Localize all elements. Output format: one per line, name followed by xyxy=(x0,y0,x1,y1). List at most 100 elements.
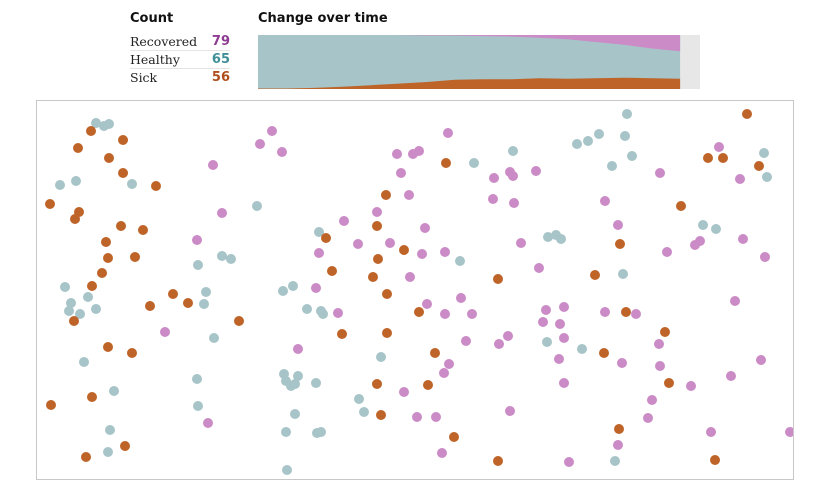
recovered-person-dot xyxy=(311,283,321,293)
recovered-person-dot xyxy=(467,309,477,319)
sick-person-dot xyxy=(151,181,161,191)
recovered-person-dot xyxy=(643,413,653,423)
sick-person-dot xyxy=(399,245,409,255)
recovered-person-dot xyxy=(417,249,427,259)
healthy-person-dot xyxy=(252,201,262,211)
recovered-person-dot xyxy=(730,296,740,306)
healthy-person-dot xyxy=(610,456,620,466)
healthy-person-dot xyxy=(711,224,721,234)
count-label-healthy: Healthy xyxy=(130,51,180,67)
healthy-person-dot xyxy=(55,180,65,190)
healthy-person-dot xyxy=(75,309,85,319)
recovered-person-dot xyxy=(756,355,766,365)
sick-person-dot xyxy=(73,143,83,153)
count-value-recovered: 79 xyxy=(211,33,230,49)
sick-person-dot xyxy=(382,289,392,299)
sick-person-dot xyxy=(376,410,386,420)
recovered-person-dot xyxy=(392,149,402,159)
sick-person-dot xyxy=(97,268,107,278)
recovered-person-dot xyxy=(489,173,499,183)
recovered-person-dot xyxy=(431,412,441,422)
recovered-person-dot xyxy=(654,339,664,349)
recovered-person-dot xyxy=(217,208,227,218)
healthy-person-dot xyxy=(556,234,566,244)
sick-person-dot xyxy=(87,392,97,402)
sick-person-dot xyxy=(103,342,113,352)
sick-person-dot xyxy=(103,253,113,263)
recovered-person-dot xyxy=(439,368,449,378)
sick-person-dot xyxy=(45,199,55,209)
recovered-person-dot xyxy=(559,378,569,388)
healthy-person-dot xyxy=(199,299,209,309)
recovered-person-dot xyxy=(494,339,504,349)
healthy-person-dot xyxy=(354,394,364,404)
recovered-person-dot xyxy=(422,299,432,309)
healthy-person-dot xyxy=(618,269,628,279)
sick-person-dot xyxy=(615,239,625,249)
recovered-person-dot xyxy=(277,147,287,157)
sick-person-dot xyxy=(321,233,331,243)
healthy-person-dot xyxy=(314,227,324,237)
recovered-person-dot xyxy=(508,171,518,181)
sick-person-dot xyxy=(145,301,155,311)
recovered-person-dot xyxy=(706,427,716,437)
count-row-healthy: Healthy 65 xyxy=(130,50,230,69)
sick-person-dot xyxy=(614,424,624,434)
recovered-person-dot xyxy=(735,174,745,184)
healthy-person-dot xyxy=(192,374,202,384)
recovered-person-dot xyxy=(461,336,471,346)
recovered-person-dot xyxy=(437,448,447,458)
healthy-person-dot xyxy=(293,371,303,381)
sick-person-dot xyxy=(414,307,424,317)
sick-person-dot xyxy=(101,237,111,247)
recovered-person-dot xyxy=(738,234,748,244)
healthy-person-dot xyxy=(302,304,312,314)
recovered-person-dot xyxy=(505,406,515,416)
recovered-person-dot xyxy=(785,427,793,437)
sick-person-dot xyxy=(372,221,382,231)
recovered-person-dot xyxy=(714,142,724,152)
simulation-dots xyxy=(45,109,793,475)
change-over-time-panel: Change over time xyxy=(258,8,700,90)
healthy-person-dot xyxy=(698,220,708,230)
sick-person-dot xyxy=(710,455,720,465)
healthy-person-dot xyxy=(91,304,101,314)
sick-person-dot xyxy=(754,161,764,171)
count-label-sick: Sick xyxy=(130,69,158,85)
sick-person-dot xyxy=(86,126,96,136)
recovered-person-dot xyxy=(613,220,623,230)
recovered-person-dot xyxy=(385,238,395,248)
count-label-recovered: Recovered xyxy=(130,33,198,49)
sick-person-dot xyxy=(423,380,433,390)
healthy-person-dot xyxy=(104,119,114,129)
change-over-time-chart xyxy=(258,35,700,89)
recovered-person-dot xyxy=(538,317,548,327)
sick-person-dot xyxy=(676,201,686,211)
recovered-person-dot xyxy=(600,196,610,206)
sick-person-dot xyxy=(441,158,451,168)
sick-person-dot xyxy=(46,400,56,410)
sick-person-dot xyxy=(664,378,674,388)
sick-person-dot xyxy=(337,329,347,339)
sick-person-dot xyxy=(70,214,80,224)
count-row-sick: Sick 56 xyxy=(130,68,230,86)
change-over-time-heading: Change over time xyxy=(258,11,388,26)
recovered-person-dot xyxy=(160,327,170,337)
sick-person-dot xyxy=(234,316,244,326)
healthy-person-dot xyxy=(83,292,93,302)
recovered-person-dot xyxy=(554,354,564,364)
healthy-person-dot xyxy=(226,254,236,264)
sick-person-dot xyxy=(742,109,752,119)
recovered-person-dot xyxy=(655,361,665,371)
healthy-person-dot xyxy=(79,357,89,367)
recovered-area xyxy=(258,35,681,52)
healthy-person-dot xyxy=(318,309,328,319)
sick-person-dot xyxy=(373,254,383,264)
healthy-person-dot xyxy=(762,172,772,182)
sick-person-dot xyxy=(118,135,128,145)
count-heading: Count xyxy=(130,11,174,26)
healthy-person-dot xyxy=(290,409,300,419)
sick-person-dot xyxy=(382,328,392,338)
sick-person-dot xyxy=(493,274,503,284)
recovered-person-dot xyxy=(405,272,415,282)
